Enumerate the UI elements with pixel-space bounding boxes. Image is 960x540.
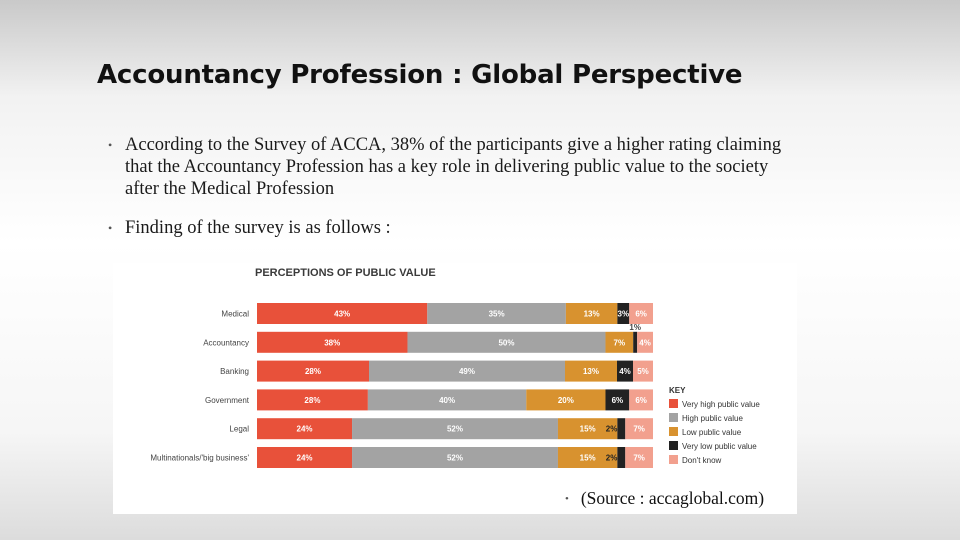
data-label: 43% (334, 310, 350, 319)
data-label: 28% (304, 396, 320, 405)
data-label: 40% (439, 396, 455, 405)
bar-segment (617, 303, 630, 324)
bullet-text: Finding of the survey is as follows : (125, 218, 391, 238)
bar-segment (257, 418, 353, 440)
data-label: 38% (324, 338, 340, 347)
data-label: 35% (489, 310, 505, 319)
data-label: 24% (297, 454, 313, 463)
legend-label: High public value (682, 414, 743, 423)
bar-segment (617, 418, 626, 440)
bullet-dot-icon: • (108, 138, 113, 152)
legend-label: Very low public value (682, 442, 757, 451)
bar-segment (605, 331, 634, 353)
data-label: 15% (580, 425, 596, 434)
category-label: Medical (221, 310, 249, 319)
category-label: Legal (229, 425, 249, 434)
bar-segment (427, 303, 566, 324)
legend-label: Low public value (682, 428, 742, 437)
data-label: 6% (635, 396, 647, 405)
data-label: 28% (305, 367, 321, 376)
data-label: 2% (606, 425, 618, 434)
bar-segment (633, 331, 638, 353)
bar-segment (605, 389, 630, 411)
data-label: 52% (447, 454, 463, 463)
source-citation: • (Source : accaglobal.com) (565, 488, 764, 509)
legend-swatch (669, 455, 678, 464)
bar-segment (369, 360, 565, 382)
bar-segment (625, 418, 653, 440)
legend-swatch (669, 441, 678, 450)
legend-swatch (669, 399, 678, 408)
bar-segment (367, 389, 527, 411)
category-label: Government (205, 396, 250, 405)
bullet-dot-icon: • (108, 221, 113, 235)
legend-label: Very high public value (682, 400, 760, 409)
bar-segment (257, 360, 369, 382)
bar-segment (557, 418, 618, 440)
data-label: 52% (447, 425, 463, 434)
source-text: (Source : accaglobal.com) (580, 488, 765, 508)
bullet-text: According to the Survey of ACCA, 38% of … (125, 135, 782, 199)
bullet-dot-icon: • (565, 493, 569, 505)
bullet-item: • According to the Survey of ACCA, 38% o… (108, 134, 788, 200)
slide-title: Accountancy Profession : Global Perspect… (97, 60, 743, 90)
data-label: 15% (580, 454, 596, 463)
bar-segment (637, 331, 653, 353)
category-label: Banking (220, 367, 249, 376)
bar-segment (352, 418, 558, 440)
data-label: 2% (606, 454, 618, 463)
bar-segment (257, 389, 368, 411)
bar-segment (617, 447, 626, 468)
data-label: 4% (639, 338, 651, 347)
bar-segment (257, 303, 428, 324)
bar-segment (633, 360, 653, 382)
bar-segment (257, 331, 408, 353)
stacked-bar-chart: Medical 43% 35% 13% 3% 6%Accountancy 38% 50% 7%1… (150, 303, 760, 468)
bar-segment (407, 331, 606, 353)
bar-segment (352, 447, 558, 468)
data-label: 4% (619, 367, 631, 376)
bar-segment (565, 303, 618, 324)
bar-segment (629, 303, 653, 324)
legend-swatch (669, 427, 678, 436)
data-label: 7% (614, 338, 626, 347)
category-label: Accountancy (203, 338, 249, 347)
bar-segment (629, 389, 653, 411)
legend-swatch (669, 413, 678, 422)
bar-segment (526, 389, 606, 411)
bullet-item: • Finding of the survey is as follows : (108, 217, 788, 239)
data-label: 7% (633, 425, 645, 434)
data-label: 3% (618, 310, 630, 319)
data-label: 6% (635, 310, 647, 319)
data-label: 13% (583, 367, 599, 376)
bar-segment (557, 447, 618, 468)
bar-segment (625, 447, 653, 468)
category-label: Multinationals/'big business' (150, 454, 249, 463)
data-label: 50% (498, 338, 514, 347)
data-label: 24% (297, 425, 313, 434)
legend-title: KEY (669, 386, 686, 395)
data-label: 6% (612, 396, 624, 405)
data-label: 5% (637, 367, 649, 376)
bar-segment (257, 447, 353, 468)
legend-label: Don't know (682, 456, 722, 465)
data-label: 49% (459, 367, 475, 376)
data-label: 1% (629, 323, 641, 332)
chart-title: PERCEPTIONS OF PUBLIC VALUE (255, 267, 436, 279)
bullet-list: • According to the Survey of ACCA, 38% o… (108, 134, 788, 239)
chart-image: Medical 43% 35% 13% 3% 6% Accountancy 38% 50% 7% 1… (113, 263, 797, 514)
data-label: 13% (584, 310, 600, 319)
data-label: 7% (633, 454, 645, 463)
data-label: 20% (558, 396, 574, 405)
bar-segment (617, 360, 633, 382)
bar-segment (565, 360, 617, 382)
